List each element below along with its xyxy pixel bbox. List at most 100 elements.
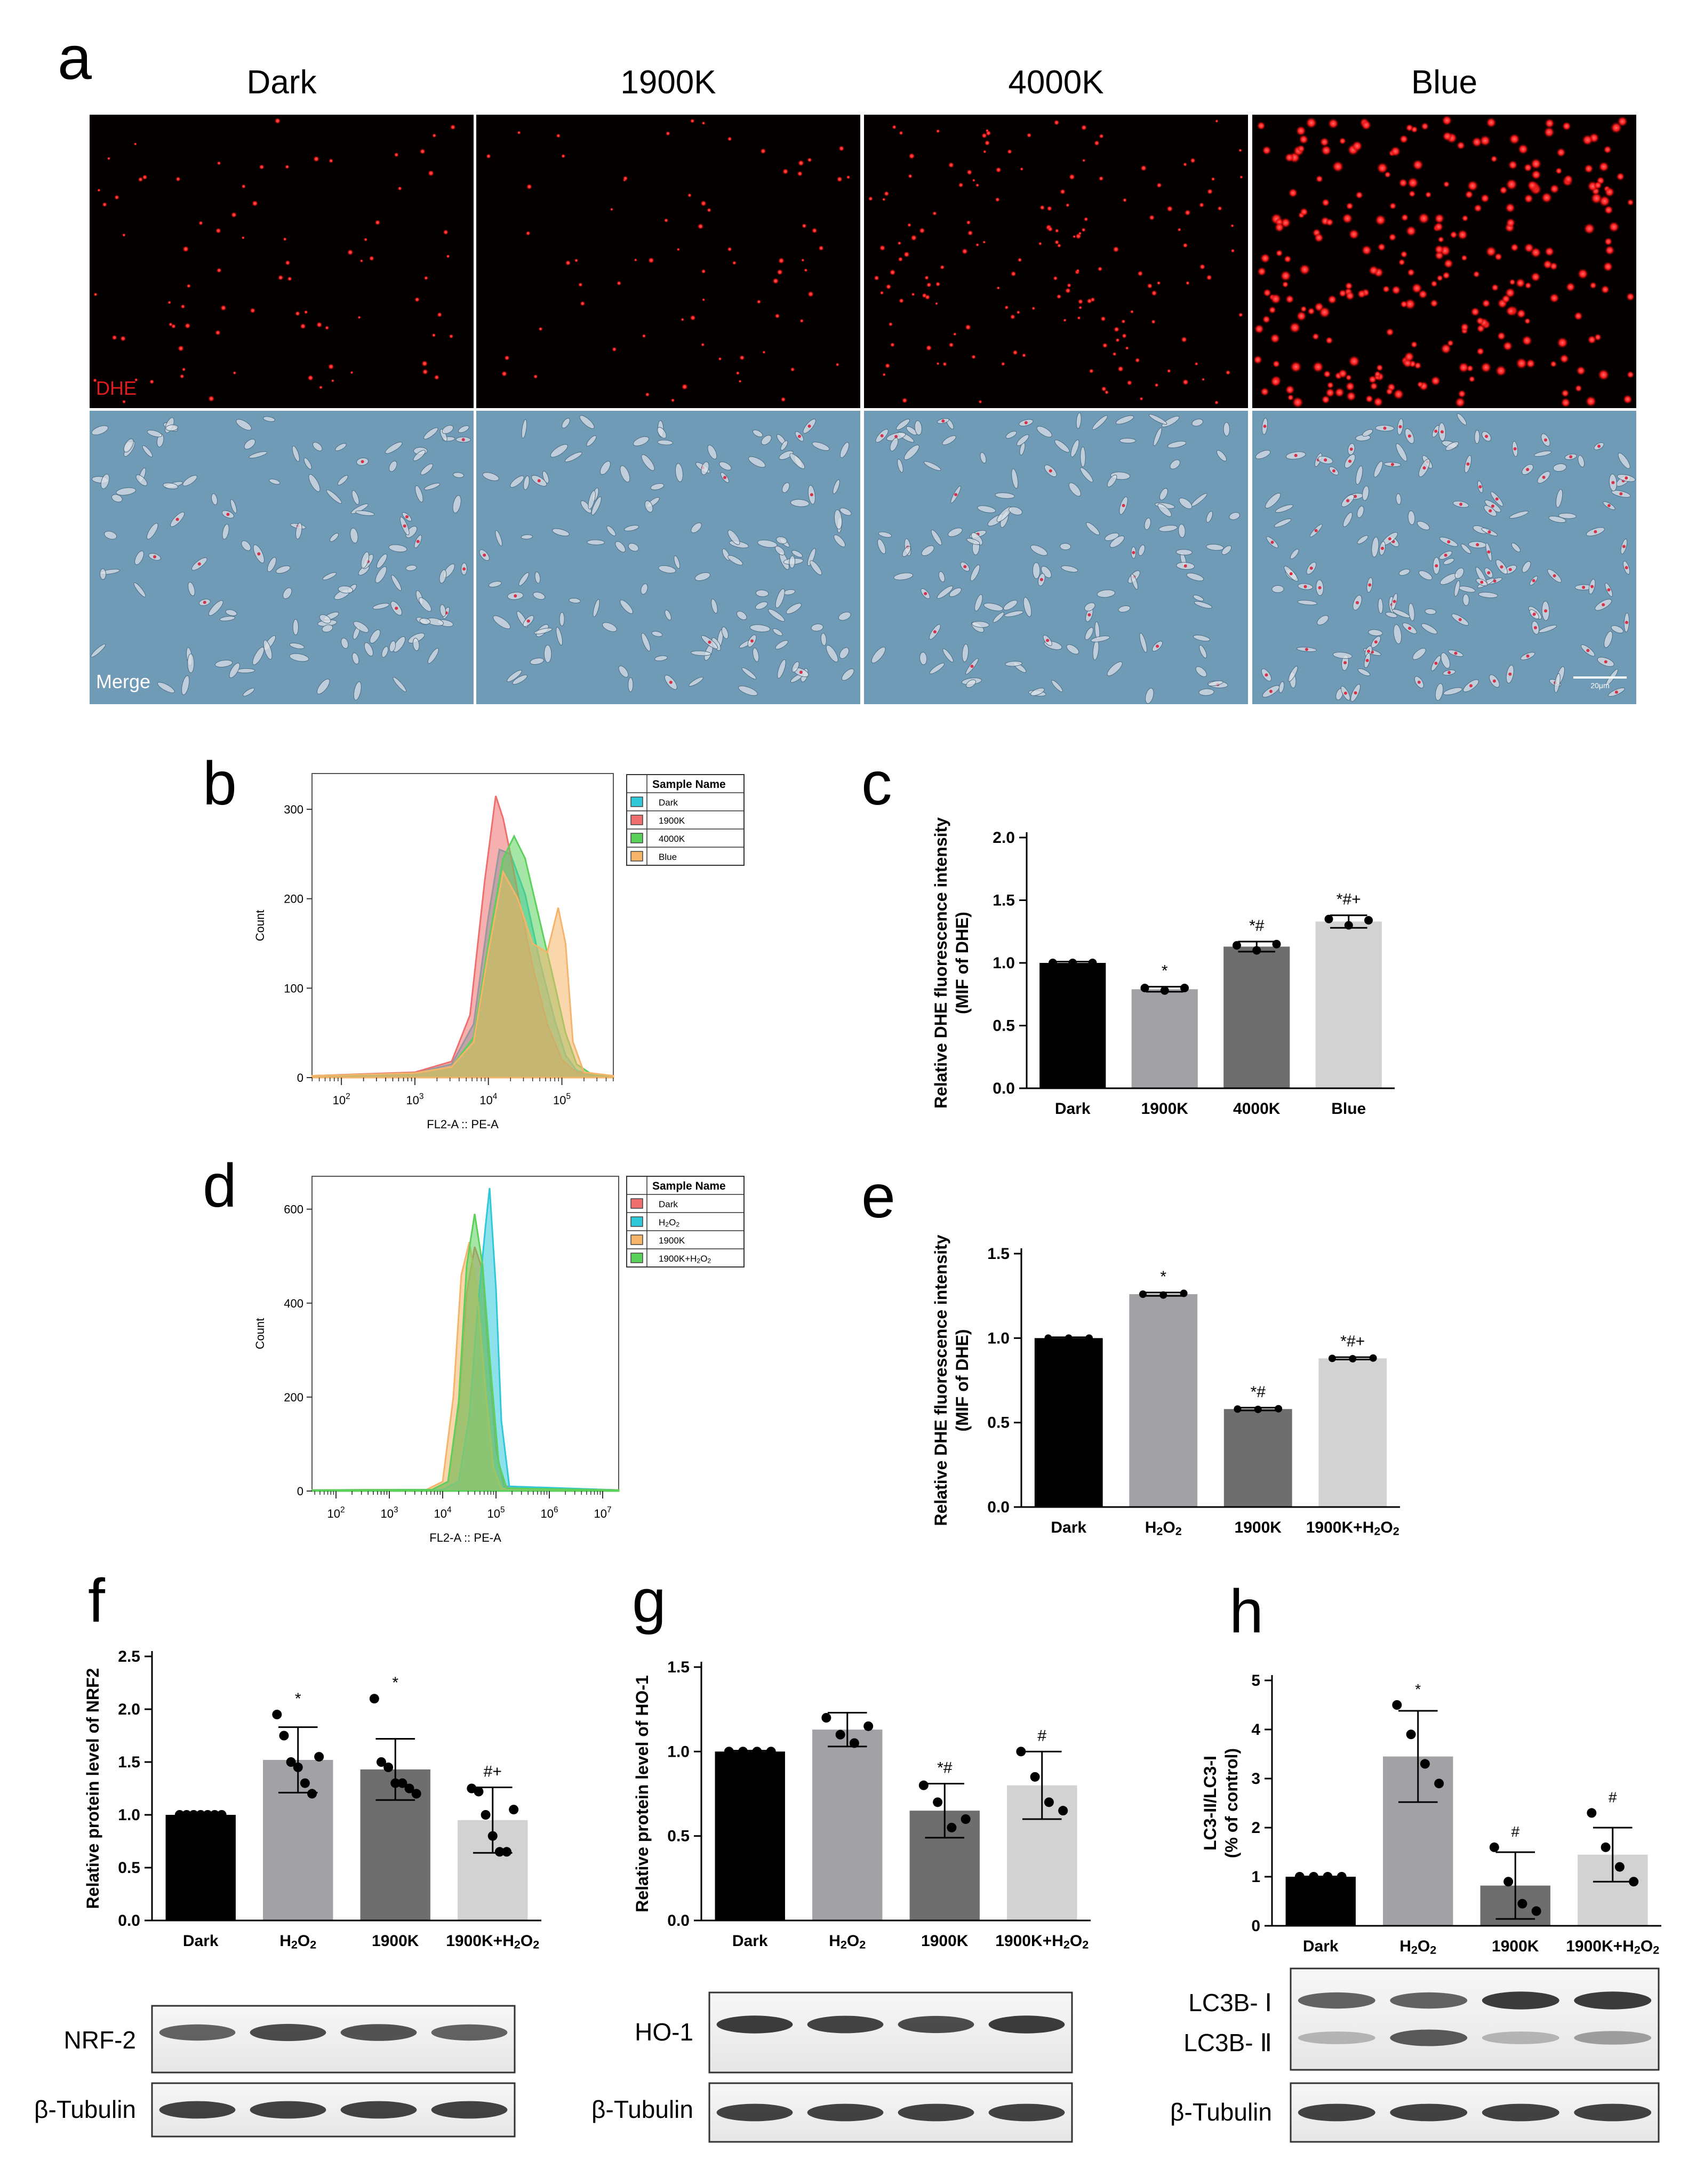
fluorescent-cell [97,188,101,192]
fluorescent-cell [1332,161,1344,173]
protein-band [807,2103,884,2122]
cell [423,427,438,440]
cell [1157,503,1172,517]
fluorescent-cell [936,362,940,365]
panel-c-bar-chart: Dark * 1900K *# 4000K *#+ Blue 0.0 0.5 1.0 1.5 2.0 R… [931,817,1395,1118]
fluorescent-cell [1365,395,1373,403]
legend-swatch [630,833,643,843]
cell [263,640,273,660]
fluorescent-cell [1467,180,1478,192]
category-label: 1900K [1141,1100,1189,1118]
fluorescent-cell [681,317,684,322]
fluorescent-cell [965,324,971,331]
fluorescent-cell [1287,394,1294,401]
fluorescent-cell [1505,203,1516,213]
fluorescent-cell [1076,268,1080,273]
cell-nucleus-stain [514,594,517,597]
cell [1534,450,1552,457]
fluorescent-cell [1541,192,1553,203]
fluorescent-cell [432,133,437,138]
cell-nucleus-stain [1602,603,1605,607]
fluorescent-cell [665,131,670,136]
fluorescent-cell [1081,124,1087,131]
cell-nucleus-stain [1444,553,1447,557]
fluorescent-cell [1060,188,1066,195]
fluorescent-cell [1102,342,1108,348]
legend-entry: 1900K+H2O2 [659,1254,711,1265]
fluorescent-cell [1516,357,1527,370]
cell [919,652,927,665]
fluorescent-cell [697,223,704,230]
cell [654,655,668,661]
histogram-series-blue [311,869,614,1079]
fluorescent-cell [300,323,306,330]
cell [385,442,403,454]
fluorescent-cell [1434,222,1444,232]
cell [1362,485,1369,501]
category-label: Blue [1331,1100,1366,1118]
cell [768,609,785,622]
fluorescent-cell [350,371,354,374]
fluorescent-cell [1151,319,1156,324]
cell [1421,623,1438,634]
fluorescent-cell [774,313,780,319]
cell [1194,601,1213,609]
fluorescent-cell [1430,299,1438,308]
legend [626,774,745,866]
cell [1131,573,1138,590]
data-point [1489,1842,1499,1852]
cell-nucleus-stain [1491,504,1494,508]
cell-nucleus-stain [1489,509,1492,513]
fluorescent-cell [316,322,323,328]
cell-nucleus-stain [963,565,967,569]
cell-nucleus-stain [1263,425,1267,428]
fluorescent-cell [924,275,929,280]
fluorescent-cell [924,294,931,300]
fluorescent-cell [111,334,117,340]
data-point [863,1721,874,1731]
cell [1478,592,1498,599]
cell [1148,414,1167,425]
fluorescent-cell [1230,249,1235,253]
y-tick-label: 400 [284,1297,303,1310]
cell [983,602,1004,611]
dhe-fluorescence-image [864,115,1248,408]
fluorescent-cell [1461,214,1469,222]
cell [1396,443,1407,461]
cell-nucleus-stain [1434,661,1438,665]
cell [689,676,703,687]
cell [1145,688,1154,704]
fluorescent-cell [325,325,330,330]
data-point [1434,1779,1444,1789]
cell [1091,635,1110,642]
cell-nucleus-stain [526,619,530,623]
fluorescent-cell [681,384,688,390]
cell [675,463,683,482]
fluorescent-cell [1327,118,1339,129]
fluorescent-cell [1270,376,1281,387]
fluorescent-cell [1154,382,1159,387]
fluorescent-cell [1407,268,1415,277]
fluorescent-cell [1345,381,1355,392]
fluorescent-cell [1516,308,1526,318]
fluorescent-cell [612,347,617,352]
significance-marker: *# [1249,917,1265,935]
cell [1297,600,1317,605]
fluorescent-cell [1307,307,1315,315]
data-point [752,1747,762,1757]
cell [415,485,423,503]
cell [1170,459,1181,469]
cell-nucleus-stain [1393,600,1396,603]
cell [929,663,945,674]
data-point [210,1810,220,1820]
fluorescent-cell [1166,205,1173,212]
data-point [1058,1806,1068,1816]
cell-nucleus-stain [750,639,754,643]
fluorescent-cell [1323,370,1331,378]
fluorescent-cell [889,269,896,276]
cell [1193,594,1204,602]
fluorescent-cell [1122,333,1127,339]
fluorescent-cell [1357,289,1366,299]
legend-entry: 4000K [659,834,685,844]
cell [1274,519,1292,528]
